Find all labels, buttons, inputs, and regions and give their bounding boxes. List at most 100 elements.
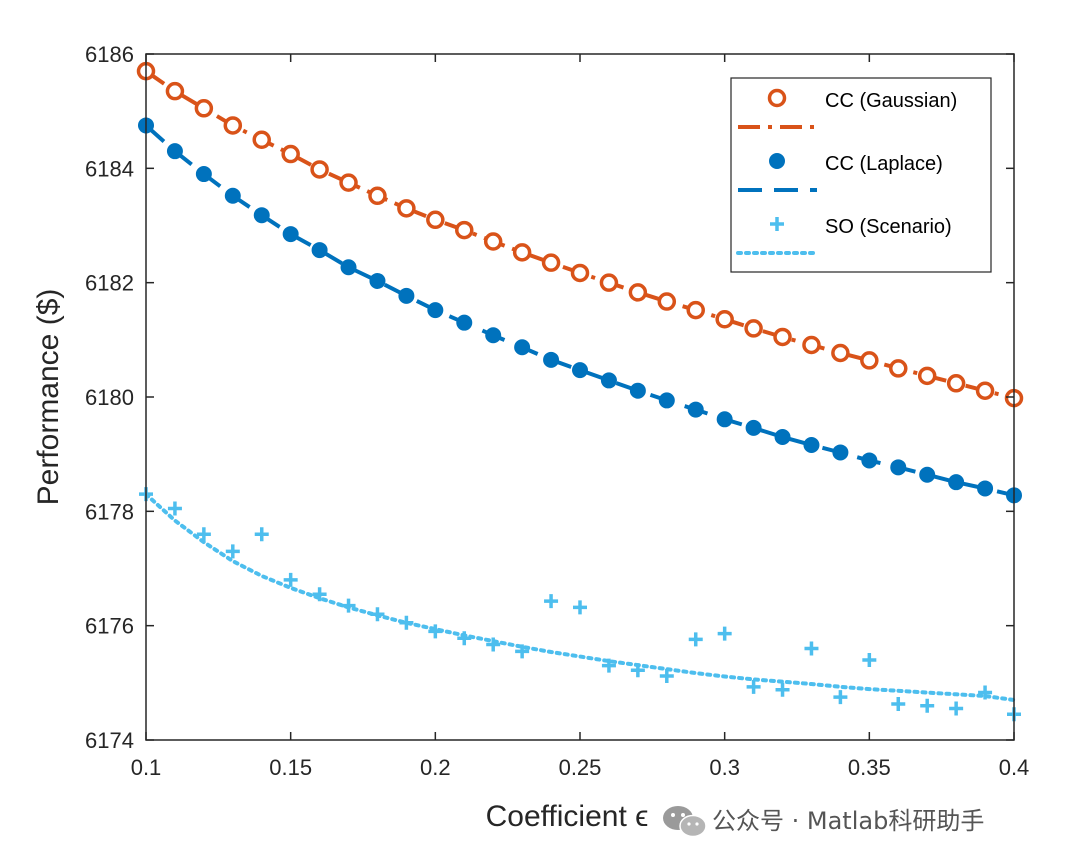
data-point xyxy=(920,698,935,713)
data-point xyxy=(657,292,677,311)
data-point xyxy=(917,366,937,386)
data-point xyxy=(426,210,445,230)
data-point xyxy=(515,644,530,659)
data-point xyxy=(773,327,792,347)
legend-label-cc-gaussian: CC (Gaussian) xyxy=(825,90,957,112)
data-point xyxy=(399,615,414,630)
data-point xyxy=(949,701,964,716)
data-point xyxy=(485,327,502,344)
data-point xyxy=(570,263,590,283)
x-tick-label: 0.35 xyxy=(848,755,891,780)
data-point xyxy=(861,452,878,469)
y-tick-label: 6178 xyxy=(85,499,134,524)
data-point xyxy=(946,374,966,393)
y-tick-label: 6182 xyxy=(85,271,134,296)
data-point xyxy=(601,658,616,673)
wechat-icon xyxy=(663,806,707,838)
x-axis-label: Coefficient ϵ xyxy=(486,800,649,833)
data-point xyxy=(312,587,327,602)
y-axis-label: Performance ($) xyxy=(32,289,65,506)
data-point xyxy=(341,598,356,613)
data-point xyxy=(890,459,907,476)
data-point xyxy=(544,594,559,609)
data-point xyxy=(165,81,185,101)
watermark-text: 公众号 · Matlab科研助手 xyxy=(712,807,984,835)
series-1 xyxy=(138,117,1022,504)
legend-box xyxy=(730,77,992,273)
data-point xyxy=(254,527,269,542)
x-tick-label: 0.1 xyxy=(131,755,162,780)
data-point xyxy=(428,624,443,639)
data-point xyxy=(919,466,936,483)
data-point xyxy=(833,690,848,705)
data-point xyxy=(483,232,503,251)
data-point xyxy=(455,220,474,240)
data-point xyxy=(572,362,588,379)
y-tick-label: 6176 xyxy=(85,614,134,639)
data-point xyxy=(832,444,849,461)
data-point xyxy=(629,382,646,399)
data-point xyxy=(688,632,703,647)
series-0 xyxy=(136,61,1024,408)
data-point xyxy=(398,287,415,304)
data-point xyxy=(860,351,879,370)
data-point xyxy=(282,226,299,243)
data-point xyxy=(224,187,241,204)
data-point xyxy=(252,130,271,149)
data-point xyxy=(717,626,732,641)
data-point xyxy=(746,679,761,694)
legend-marker xyxy=(770,217,784,231)
data-point xyxy=(891,696,906,711)
data-point xyxy=(283,572,298,587)
data-point xyxy=(775,682,790,697)
data-point xyxy=(543,351,560,368)
data-point xyxy=(281,144,300,164)
series-2 xyxy=(139,487,1021,722)
data-point xyxy=(744,319,763,338)
series-layer xyxy=(136,61,1024,722)
data-point xyxy=(310,160,329,179)
data-point xyxy=(541,253,561,272)
legend-label-cc-laplace: CC (Laplace) xyxy=(825,153,943,175)
data-point xyxy=(573,600,587,615)
x-tick-label: 0.2 xyxy=(420,755,451,780)
data-point xyxy=(831,343,850,363)
data-point xyxy=(802,335,821,355)
data-point xyxy=(978,685,993,700)
data-point xyxy=(196,527,211,542)
y-tick-label: 6186 xyxy=(85,42,134,67)
data-point xyxy=(889,359,908,378)
data-point xyxy=(369,272,386,289)
data-point xyxy=(774,429,791,446)
data-point xyxy=(716,411,733,428)
data-point xyxy=(948,474,965,491)
data-point xyxy=(457,631,472,646)
data-point xyxy=(194,99,214,118)
data-point xyxy=(225,544,240,559)
x-axis: 0.1 0.15 0.2 0.25 0.3 0.35 0.4 xyxy=(131,54,1030,780)
data-point xyxy=(630,663,645,678)
data-point xyxy=(339,173,358,192)
data-point xyxy=(715,310,734,329)
data-point xyxy=(195,166,212,183)
data-point xyxy=(600,372,617,389)
data-point xyxy=(687,401,704,418)
data-point xyxy=(514,339,531,356)
x-tick-label: 0.4 xyxy=(999,755,1030,780)
data-point xyxy=(628,283,648,302)
data-point xyxy=(340,259,357,276)
legend-marker xyxy=(767,88,787,108)
series-line xyxy=(144,492,1016,702)
data-point xyxy=(659,668,674,683)
data-point xyxy=(166,143,183,160)
y-tick-label: 6174 xyxy=(85,728,134,753)
x-tick-label: 0.15 xyxy=(269,755,312,780)
data-point xyxy=(686,300,705,320)
data-point xyxy=(599,273,619,292)
data-point xyxy=(975,381,995,400)
data-point xyxy=(977,480,994,497)
data-point xyxy=(167,501,182,516)
data-point xyxy=(223,116,243,135)
legend-label-so-scenario: SO (Scenario) xyxy=(825,216,952,238)
